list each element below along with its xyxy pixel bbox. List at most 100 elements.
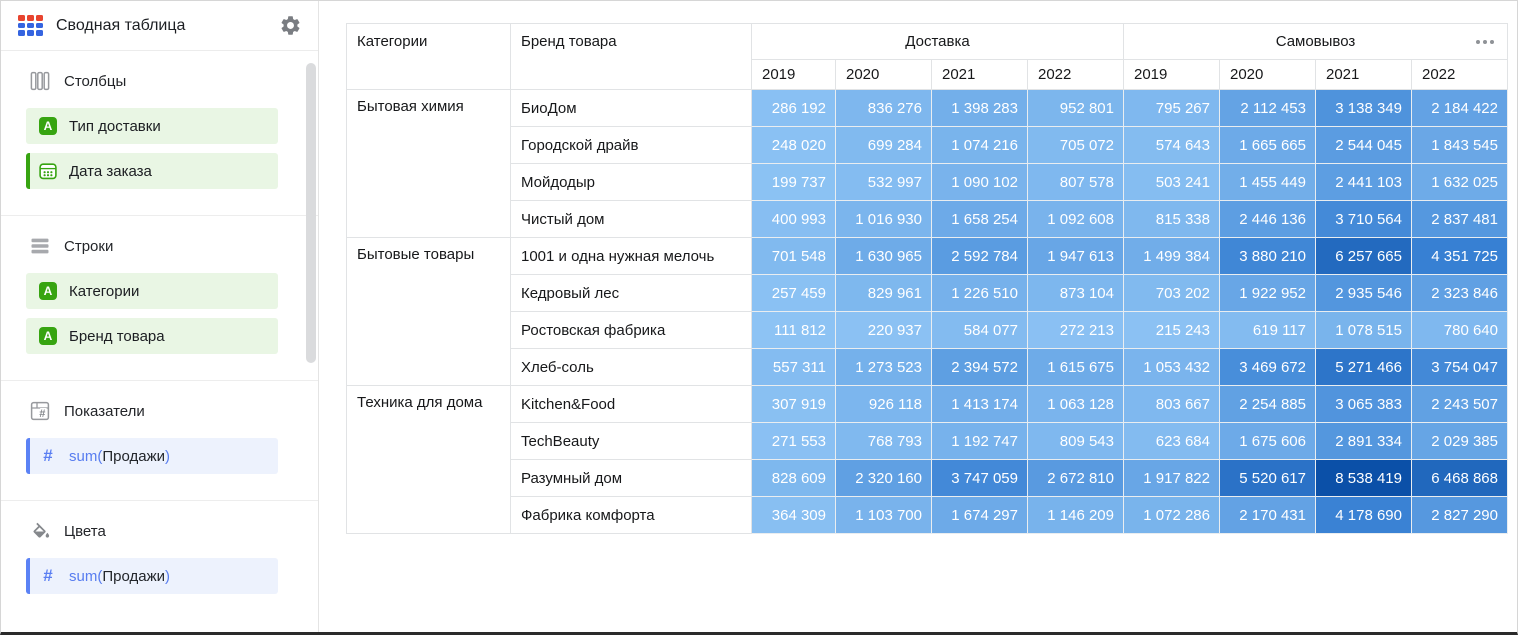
- measures-table-icon: #: [30, 401, 50, 421]
- category-cell: Техника для дома: [346, 385, 511, 534]
- value-cell: 199 737: [751, 163, 836, 201]
- pivot-table-chart-icon: [18, 15, 43, 36]
- brand-cell: 1001 и одна нужная мелочь: [510, 237, 752, 275]
- value-cell: 2 837 481: [1411, 200, 1508, 238]
- number-field-icon: #: [43, 566, 53, 585]
- value-cell: 3 469 672: [1219, 348, 1316, 386]
- color-chip-sum-sales[interactable]: # sum(Продажи): [26, 558, 278, 594]
- value-cell: 952 801: [1027, 89, 1124, 127]
- value-cell: 1 499 384: [1123, 237, 1220, 275]
- header-group-pickup[interactable]: Самовывоз: [1123, 23, 1508, 60]
- number-field-icon: #: [43, 446, 53, 465]
- sidebar-header: Сводная таблица: [1, 1, 318, 51]
- value-cell: 1 016 930: [835, 200, 932, 238]
- value-cell: 1 398 283: [931, 89, 1028, 127]
- field-chip-order-date[interactable]: Дата заказа: [26, 153, 278, 189]
- value-cell: 1 192 747: [931, 422, 1028, 460]
- value-cell: 1 413 174: [931, 385, 1028, 423]
- value-cell: 2 441 103: [1315, 163, 1412, 201]
- header-year[interactable]: 2020: [835, 59, 932, 90]
- rows-icon: [30, 236, 50, 256]
- header-categories[interactable]: Категории: [346, 23, 511, 90]
- section-rows: Строки A Категории A Бренд товара: [1, 216, 318, 381]
- section-rows-label: Строки: [64, 237, 114, 255]
- header-year[interactable]: 2020: [1219, 59, 1316, 90]
- paint-bucket-icon: [30, 521, 50, 541]
- field-chip-categories[interactable]: A Категории: [26, 273, 278, 309]
- value-cell: 2 320 160: [835, 459, 932, 497]
- section-colors: Цвета # sum(Продажи): [1, 501, 318, 620]
- value-cell: 271 553: [751, 422, 836, 460]
- header-brand[interactable]: Бренд товара: [510, 23, 752, 90]
- value-cell: 3 710 564: [1315, 200, 1412, 238]
- value-cell: 307 919: [751, 385, 836, 423]
- value-cell: 2 672 810: [1027, 459, 1124, 497]
- value-cell: 699 284: [835, 126, 932, 164]
- value-cell: 2 170 431: [1219, 496, 1316, 534]
- value-cell: 809 543: [1027, 422, 1124, 460]
- value-cell: 795 267: [1123, 89, 1220, 127]
- table-row: Техника для дома Kitchen&Food 307 919 926 1…: [346, 385, 1508, 534]
- value-cell: 3 880 210: [1219, 237, 1316, 275]
- measure-chip-sum-sales[interactable]: # sum(Продажи): [26, 438, 278, 474]
- header-year[interactable]: 2022: [1027, 59, 1124, 90]
- value-cell: 807 578: [1027, 163, 1124, 201]
- header-year[interactable]: 2021: [931, 59, 1028, 90]
- settings-button[interactable]: [278, 14, 302, 38]
- table-menu-icon[interactable]: [1476, 39, 1494, 44]
- table-row: Бытовая химия БиоДом 286 192 836 276 1 398 2…: [346, 89, 1508, 238]
- field-chip-delivery-type[interactable]: A Тип доставки: [26, 108, 278, 144]
- value-cell: 803 667: [1123, 385, 1220, 423]
- value-cell: 1 455 449: [1219, 163, 1316, 201]
- value-cell: 1 053 432: [1123, 348, 1220, 386]
- value-cell: 3 747 059: [931, 459, 1028, 497]
- value-cell: 836 276: [835, 89, 932, 127]
- header-year[interactable]: 2022: [1411, 59, 1508, 90]
- value-cell: 257 459: [751, 274, 836, 312]
- table-row: Ростовская фабрика 111 812 220 937 584 077 2…: [347, 311, 1508, 349]
- text-field-icon: A: [39, 327, 57, 345]
- value-cell: 1 092 608: [1027, 200, 1124, 238]
- header-year[interactable]: 2019: [751, 59, 836, 90]
- brand-cell: Городской драйв: [510, 126, 752, 164]
- value-cell: 873 104: [1027, 274, 1124, 312]
- value-cell: 4 178 690: [1315, 496, 1412, 534]
- active-accent-bar: [26, 438, 30, 474]
- value-cell: 768 793: [835, 422, 932, 460]
- table-row: Разумный дом 828 609 2 320 160 3 747 059 2 6…: [347, 459, 1508, 497]
- table-row: Хлеб-соль 557 311 1 273 523 2 394 572 1 615 …: [347, 348, 1508, 386]
- value-cell: 2 323 846: [1411, 274, 1508, 312]
- value-cell: 1 226 510: [931, 274, 1028, 312]
- value-cell: 272 213: [1027, 311, 1124, 349]
- chart-preview-area: Категории Бренд товара Доставка Самовыво…: [320, 1, 1517, 632]
- value-cell: 574 643: [1123, 126, 1220, 164]
- value-cell: 815 338: [1123, 200, 1220, 238]
- brand-cell: БиоДом: [510, 89, 752, 127]
- field-chip-brand[interactable]: A Бренд товара: [26, 318, 278, 354]
- value-cell: 2 935 546: [1315, 274, 1412, 312]
- chart-settings-sidebar: Сводная таблица Столбцы A Тип доставки: [1, 1, 319, 632]
- value-cell: 619 117: [1219, 311, 1316, 349]
- value-cell: 1 146 209: [1027, 496, 1124, 534]
- brand-cell: Кедровый лес: [510, 274, 752, 312]
- value-cell: 1 063 128: [1027, 385, 1124, 423]
- value-cell: 1 273 523: [835, 348, 932, 386]
- value-cell: 2 029 385: [1411, 422, 1508, 460]
- section-measures: # Показатели # sum(Продажи): [1, 381, 318, 501]
- sidebar-scrollbar-thumb[interactable]: [306, 63, 316, 363]
- value-cell: 5 271 466: [1315, 348, 1412, 386]
- value-cell: 584 077: [931, 311, 1028, 349]
- section-colors-label: Цвета: [64, 522, 106, 540]
- value-cell: 220 937: [835, 311, 932, 349]
- svg-text:#: #: [39, 408, 45, 420]
- value-cell: 705 072: [1027, 126, 1124, 164]
- value-cell: 701 548: [751, 237, 836, 275]
- header-year[interactable]: 2019: [1123, 59, 1220, 90]
- active-accent-bar: [26, 153, 30, 189]
- value-cell: 1 072 286: [1123, 496, 1220, 534]
- brand-cell: Разумный дом: [510, 459, 752, 497]
- pivot-table: Категории Бренд товара Доставка Самовыво…: [346, 23, 1508, 534]
- header-year[interactable]: 2021: [1315, 59, 1412, 90]
- header-group-delivery[interactable]: Доставка: [751, 23, 1124, 60]
